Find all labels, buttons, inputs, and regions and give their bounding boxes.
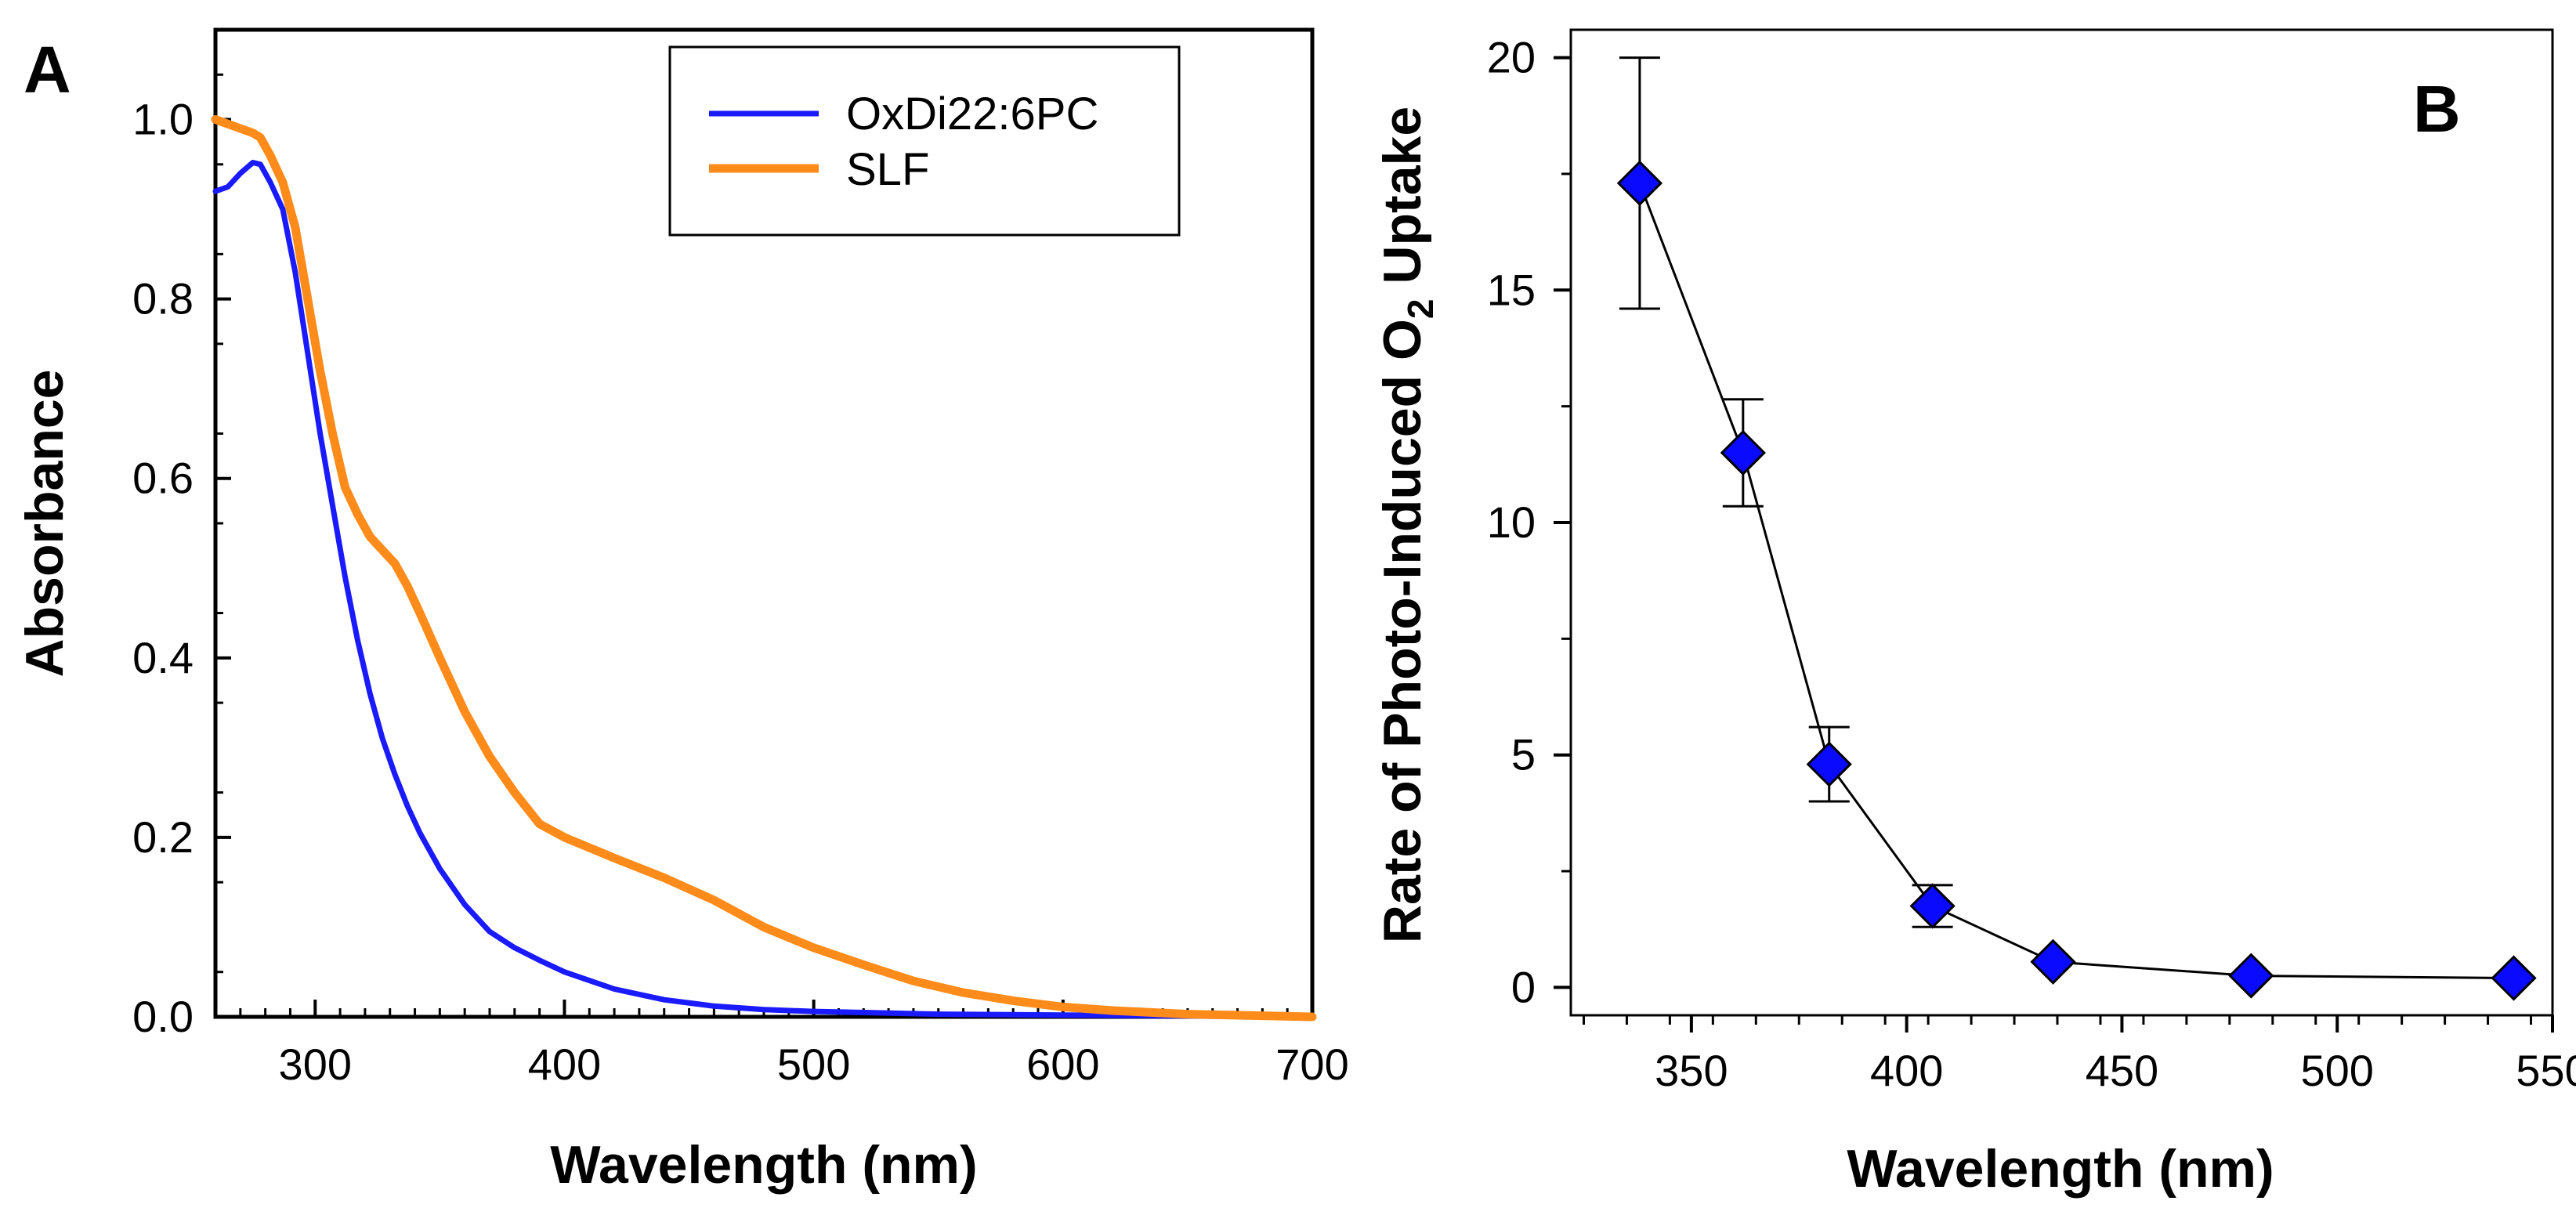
y-title-main: Rate of Photo-Induced O — [1373, 319, 1432, 943]
panel-a: A 0.0 0.2 0.4 0.6 0.8 1.0 300 400 500 600 700 Wav… — [15, 27, 1349, 1195]
data-point-diamond — [1806, 741, 1852, 787]
x-tick-label: 350 — [1655, 1046, 1728, 1095]
panel-a-y-axis: 0.0 0.2 0.4 0.6 0.8 1.0 — [132, 73, 231, 1041]
x-tick-label: 300 — [279, 1040, 352, 1089]
panel-a-label: A — [24, 33, 71, 107]
data-point-diamond — [2228, 953, 2274, 999]
legend-label-slf: SLF — [846, 144, 929, 195]
y-tick-label: 0 — [1511, 962, 1536, 1011]
x-tick-label: 400 — [1870, 1046, 1943, 1095]
y-tick-label: 5 — [1511, 730, 1536, 779]
panel-b-label: B — [2413, 72, 2461, 146]
y-tick-label: 1.0 — [132, 95, 194, 144]
y-tick-label: 0.6 — [132, 454, 194, 503]
x-tick-label: 600 — [1026, 1040, 1099, 1089]
y-tick-label: 0.8 — [132, 274, 194, 324]
data-point-diamond — [2030, 938, 2076, 985]
panel-a-y-axis-title: Absorbance — [15, 370, 74, 678]
y-title-tail: Uptake — [1373, 107, 1432, 299]
panel-b-series — [1616, 56, 2537, 1001]
panel-b-plot-frame — [1569, 28, 2554, 1017]
series-line-slf — [211, 115, 1317, 1022]
data-point-diamond — [1616, 160, 1663, 206]
data-point-diamond — [1720, 429, 1766, 476]
legend-box — [668, 45, 1181, 237]
y-tick-label: 20 — [1487, 33, 1536, 82]
panel-b-y-axis: 0 5 10 15 20 — [1487, 33, 1571, 1011]
panel-a-legend: OxDi22:6PC SLF — [668, 45, 1181, 237]
x-tick-label: 400 — [528, 1040, 601, 1089]
x-tick-label: 550 — [2516, 1046, 2576, 1095]
panel-a-x-axis-title: Wavelength (nm) — [550, 1135, 977, 1195]
x-tick-label: 500 — [2301, 1046, 2374, 1095]
x-tick-label: 450 — [2086, 1046, 2158, 1095]
x-tick-label: 500 — [777, 1040, 850, 1089]
panel-b-y-axis-title: Rate of Photo-Induced O2 Uptake — [1373, 107, 1441, 943]
data-point-diamond — [1909, 883, 1956, 929]
legend-label-oxdi22-6pc: OxDi22:6PC — [846, 89, 1098, 139]
y-tick-label: 0.4 — [132, 633, 194, 682]
y-tick-label: 0.0 — [132, 992, 194, 1041]
panel-b-x-axis-title: Wavelength (nm) — [1847, 1139, 2274, 1199]
y-tick-label: 15 — [1487, 265, 1536, 314]
y-tick-label: 10 — [1487, 497, 1536, 547]
series-line-oxdi22-6pc — [212, 160, 1315, 1020]
x-tick-label: 700 — [1275, 1040, 1348, 1089]
panel-a-x-axis: 300 400 500 600 700 — [239, 1000, 1349, 1089]
connecting-line — [1638, 183, 2514, 979]
y-title-subscript: 2 — [1400, 298, 1441, 319]
panel-b-x-axis: 350 400 450 500 550 — [1582, 1015, 2576, 1095]
panel-b: B 0 5 10 15 20 350 400 450 500 550 Wavelength (n… — [1373, 28, 2576, 1199]
panel-a-series — [211, 115, 1317, 1022]
data-point-diamond — [2491, 955, 2537, 1001]
y-tick-label: 0.2 — [132, 812, 194, 862]
